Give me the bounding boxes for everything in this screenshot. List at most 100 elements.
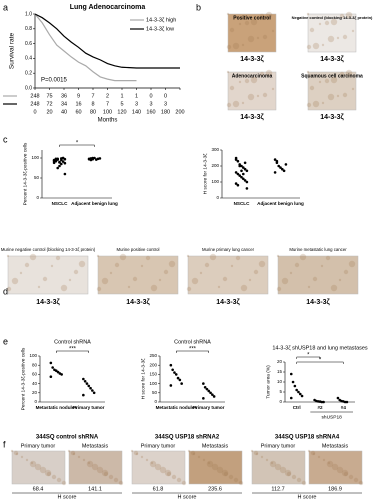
y-tick-label: 50 (152, 390, 158, 395)
risk-count: 2 (106, 93, 109, 99)
data-point (242, 166, 245, 169)
texture (114, 262, 120, 268)
x-tick-label: Primary tumor (73, 405, 105, 410)
risk-count: 5 (120, 101, 123, 107)
texture (312, 42, 320, 50)
image-label: Primary tumor (261, 443, 296, 449)
texture (145, 458, 149, 462)
texture (25, 458, 29, 462)
texture (247, 35, 255, 43)
data-point (63, 161, 67, 165)
data-point (98, 157, 102, 160)
image-label: Murine negative control (blocking 14-3-3… (1, 247, 96, 252)
y-tick-label: 40 (32, 381, 38, 386)
texture (30, 461, 34, 465)
panel-label: b (196, 2, 201, 12)
texture (247, 93, 255, 101)
x-tick-label: Ctrl (293, 405, 301, 410)
data-point (82, 393, 85, 397)
texture (202, 458, 206, 462)
micrograph (307, 71, 357, 111)
image-label: Primary tumor (21, 443, 56, 449)
data-point (243, 161, 247, 165)
texture (6, 286, 12, 292)
texture (168, 260, 176, 268)
texture (190, 450, 196, 456)
texture (238, 80, 242, 84)
texture (321, 43, 325, 47)
survival-curve (34, 13, 180, 69)
texture (353, 477, 359, 483)
y-tick-label: 100 (29, 353, 37, 358)
x-tick-label: 180 (161, 109, 170, 115)
texture (61, 480, 67, 486)
risk-count: 7 (106, 101, 109, 107)
y-axis-label: Percent 14-3-3ζ-positive cells (20, 347, 26, 410)
texture (229, 85, 235, 91)
significance-label: * (319, 358, 322, 364)
texture (312, 452, 316, 456)
texture (113, 477, 119, 483)
x-tick-label: Metastatic nodules (156, 405, 198, 410)
data-point (51, 366, 54, 369)
texture (217, 285, 221, 289)
data-point (242, 172, 245, 176)
data-point (322, 400, 325, 404)
significance-bracket (59, 144, 95, 147)
texture (226, 12, 230, 16)
data-point (63, 172, 67, 176)
texture (91, 463, 99, 471)
data-point (209, 391, 212, 395)
risk-count: 9 (77, 93, 80, 99)
panel-label: a (3, 2, 8, 12)
texture (87, 461, 91, 465)
annotation: P=0.0015 (41, 78, 68, 84)
texture (244, 78, 250, 84)
data-point (89, 158, 93, 162)
data-point (243, 179, 247, 182)
texture (108, 474, 114, 480)
image-label: Murine positive control (117, 247, 160, 252)
image-label: Negative control (blocking 14-3-3ζ prote… (292, 15, 373, 20)
texture (262, 92, 268, 98)
texture (341, 469, 349, 477)
texture (265, 69, 273, 77)
micrograph (7, 255, 89, 295)
texture (226, 70, 230, 74)
data-point (49, 375, 53, 379)
panel-label: e (3, 336, 8, 346)
data-point (300, 394, 304, 398)
image-caption: 14-3-3ζ (240, 114, 264, 121)
y-tick-label: 250 (149, 353, 157, 358)
image-label: Murine primary lung cancer (202, 247, 255, 252)
texture (159, 466, 167, 474)
data-point (279, 166, 282, 169)
texture (140, 264, 144, 268)
texture (96, 254, 100, 258)
texture (109, 271, 113, 275)
group-label: shUSP18 (322, 414, 343, 420)
y-tick-label: 0.4 (25, 56, 32, 62)
texture (130, 449, 134, 453)
data-point (171, 368, 174, 372)
texture (226, 102, 232, 108)
texture (259, 71, 265, 77)
micrograph (97, 255, 179, 295)
texture (77, 455, 81, 459)
x-tick-label: Adjacent benign lung (71, 201, 118, 206)
x-tick-label: 160 (146, 109, 155, 115)
texture (284, 469, 292, 477)
data-point (240, 175, 243, 179)
data-point (236, 159, 240, 163)
data-point (291, 380, 295, 384)
texture (241, 43, 245, 47)
texture (281, 277, 289, 285)
texture (96, 286, 102, 292)
texture (260, 455, 264, 459)
y-axis-label: H score for 14-3-3ζ (202, 153, 208, 195)
texture (289, 271, 293, 275)
data-point (49, 361, 53, 365)
texture (19, 271, 23, 275)
micrograph (307, 13, 357, 53)
